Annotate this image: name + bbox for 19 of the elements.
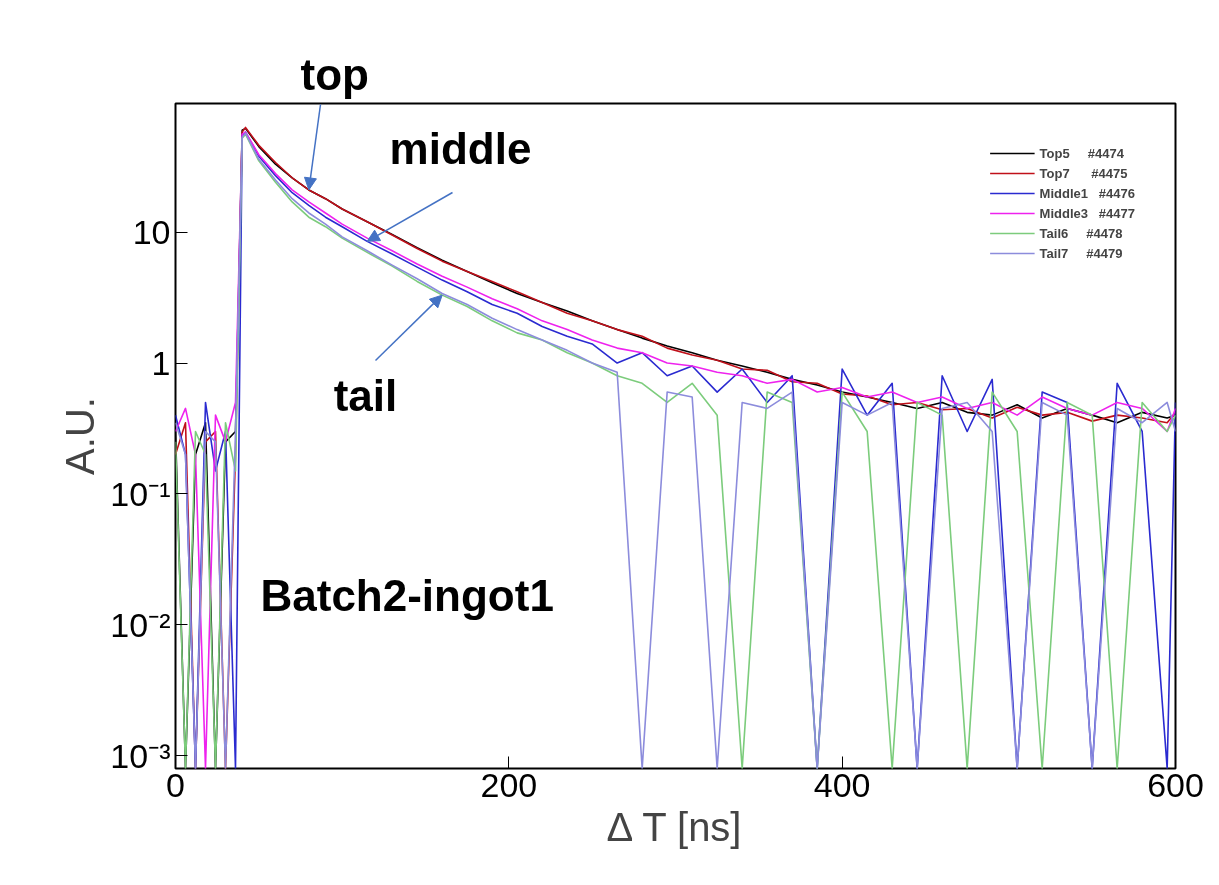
y-tick-label: 10⁻² xyxy=(110,605,171,644)
legend-label: Top5 #4474 xyxy=(1039,145,1124,161)
y-tick-label: 10 xyxy=(132,213,171,252)
x-tick-label: 200 xyxy=(480,765,538,804)
annotation: tail xyxy=(333,371,398,420)
x-tick-label: 400 xyxy=(813,765,871,804)
legend-label: Middle3 #4477 xyxy=(1039,205,1135,221)
annotation: Batch2-ingot1 xyxy=(260,571,554,620)
y-tick-label: 10⁻¹ xyxy=(110,474,171,513)
legend-label: Tail7 #4479 xyxy=(1039,245,1123,261)
annotation: top xyxy=(300,49,369,99)
y-tick-label: 1 xyxy=(151,344,171,383)
legend-label: Tail6 #4478 xyxy=(1039,225,1123,241)
x-tick-label: 600 xyxy=(1147,765,1204,804)
legend-label: Top7 #4475 xyxy=(1039,165,1128,181)
x-axis-title: Δ T [ns] xyxy=(606,804,742,849)
annotation: middle xyxy=(389,124,532,173)
legend-label: Middle1 #4476 xyxy=(1039,185,1135,201)
y-axis-title: A.U. xyxy=(58,397,103,475)
